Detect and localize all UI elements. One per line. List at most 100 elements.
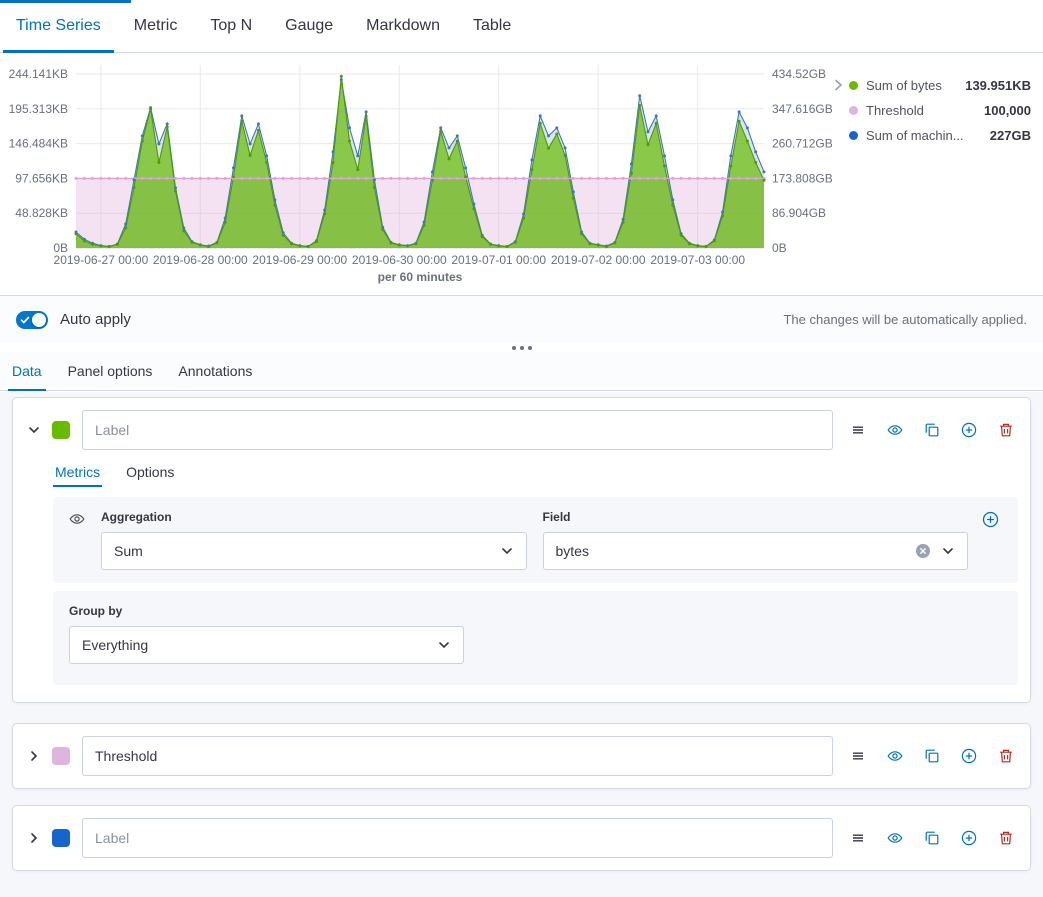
clone-series-button[interactable] xyxy=(923,829,941,847)
series-actions xyxy=(849,747,1015,765)
legend-color-dot xyxy=(849,106,858,115)
metric-fields: Aggregation Field Sum bytes xyxy=(101,510,968,570)
trash-icon xyxy=(1000,831,1012,845)
toggle-series-visibility-button[interactable] xyxy=(886,829,904,847)
chevron-right-icon xyxy=(835,79,843,91)
tab-time-series[interactable]: Time Series xyxy=(3,0,114,53)
delete-series-button[interactable] xyxy=(997,829,1015,847)
eye-icon xyxy=(887,751,903,761)
delete-series-button[interactable] xyxy=(997,421,1015,439)
expand-series-button[interactable] xyxy=(25,747,43,765)
tab-table[interactable]: Table xyxy=(472,17,512,34)
tab-top-n[interactable]: Top N xyxy=(210,17,253,34)
tab-markdown[interactable]: Markdown xyxy=(366,17,440,34)
auto-apply-bar: Auto apply The changes will be automatic… xyxy=(0,295,1043,343)
drag-series-handle[interactable] xyxy=(849,421,867,439)
chevron-down-icon xyxy=(500,544,514,558)
svg-text:434.52GB: 434.52GB xyxy=(772,67,826,81)
delete-series-button[interactable] xyxy=(997,747,1015,765)
series-actions xyxy=(849,829,1015,847)
auto-apply-label: Auto apply xyxy=(60,311,131,328)
series-editor-list: Metrics Options Aggregation Field Sum xyxy=(0,392,1043,897)
svg-text:97.656KB: 97.656KB xyxy=(15,171,68,185)
group-by-select[interactable]: Everything xyxy=(69,626,464,664)
group-by-label: Group by xyxy=(69,604,123,618)
legend-toggle-button[interactable] xyxy=(830,77,846,93)
svg-text:0B: 0B xyxy=(772,241,787,255)
add-metric-button[interactable] xyxy=(978,510,1002,528)
add-series-button[interactable] xyxy=(960,829,978,847)
svg-text:347.616GB: 347.616GB xyxy=(772,102,833,116)
trash-icon xyxy=(1000,749,1012,763)
auto-apply-hint: The changes will be automatically applie… xyxy=(783,312,1027,327)
plus-in-circle-icon xyxy=(961,422,977,438)
tab-panel-options[interactable]: Panel options xyxy=(67,363,153,379)
expand-series-button[interactable] xyxy=(25,829,43,847)
series-label-input[interactable] xyxy=(82,410,833,450)
field-combobox[interactable]: bytes xyxy=(542,532,968,570)
metric-row-panel: Aggregation Field Sum bytes xyxy=(53,497,1018,583)
legend-value: 139.951KB xyxy=(965,78,1031,93)
eye-icon xyxy=(887,833,903,843)
svg-text:per 60 minutes: per 60 minutes xyxy=(378,270,463,284)
svg-text:173.808GB: 173.808GB xyxy=(772,171,833,185)
legend-color-dot xyxy=(849,81,858,90)
svg-text:2019-07-02 00:00: 2019-07-02 00:00 xyxy=(551,253,646,267)
tab-annotations[interactable]: Annotations xyxy=(178,363,253,379)
legend-label: Threshold xyxy=(866,103,924,118)
grab-icon xyxy=(853,752,863,760)
metric-visibility-toggle[interactable] xyxy=(69,510,91,570)
chevron-right-icon xyxy=(31,833,38,843)
aggregation-select[interactable]: Sum xyxy=(101,532,527,570)
svg-text:0B: 0B xyxy=(53,241,68,255)
chevron-down-icon xyxy=(941,544,955,558)
chevron-right-icon xyxy=(31,751,38,761)
add-series-button[interactable] xyxy=(960,421,978,439)
legend-item[interactable]: Threshold 100,000 xyxy=(849,98,1031,123)
clone-series-button[interactable] xyxy=(923,421,941,439)
svg-text:2019-06-27 00:00: 2019-06-27 00:00 xyxy=(54,253,149,267)
trash-icon xyxy=(1000,423,1012,437)
eye-icon xyxy=(69,514,85,524)
series-card xyxy=(12,805,1031,871)
svg-text:146.484KB: 146.484KB xyxy=(9,137,68,151)
field-label: Field xyxy=(542,510,571,524)
plus-in-circle-icon xyxy=(982,511,998,528)
svg-text:2019-06-28 00:00: 2019-06-28 00:00 xyxy=(153,253,248,267)
tab-gauge[interactable]: Gauge xyxy=(285,17,334,34)
drag-series-handle[interactable] xyxy=(849,829,867,847)
clear-field-button[interactable] xyxy=(915,543,931,559)
series-subtabs: Metrics Options xyxy=(53,455,1018,489)
field-value: bytes xyxy=(555,543,589,559)
series-color-swatch[interactable] xyxy=(52,421,70,439)
series-label-input[interactable] xyxy=(82,736,833,776)
panel-resize-handle[interactable] xyxy=(508,342,536,354)
switch-knob xyxy=(32,312,46,327)
legend-item[interactable]: Sum of bytes 139.951KB xyxy=(849,73,1031,98)
svg-text:260.712GB: 260.712GB xyxy=(772,137,833,151)
aggregation-label: Aggregation xyxy=(101,510,172,524)
series-color-swatch[interactable] xyxy=(52,747,70,765)
tab-data[interactable]: Data xyxy=(8,352,46,391)
legend-value: 100,000 xyxy=(984,103,1031,118)
series-color-swatch[interactable] xyxy=(52,829,70,847)
grab-icon xyxy=(853,426,863,434)
collapse-series-button[interactable] xyxy=(25,421,43,439)
legend-item[interactable]: Sum of machin... 227GB xyxy=(849,123,1031,148)
series-label-input[interactable] xyxy=(82,818,833,858)
add-series-button[interactable] xyxy=(960,747,978,765)
timeseries-preview-chart: 0B 48.828KB 97.656KB 146.484KB 195.313KB 244.… xyxy=(0,53,1043,295)
toggle-series-visibility-button[interactable] xyxy=(886,421,904,439)
chart-legend: Sum of bytes 139.951KB Threshold 100,000… xyxy=(849,73,1031,148)
tab-metric[interactable]: Metric xyxy=(133,17,178,34)
tab-options[interactable]: Options xyxy=(126,464,175,480)
clone-series-button[interactable] xyxy=(923,747,941,765)
drag-series-handle[interactable] xyxy=(849,747,867,765)
toggle-series-visibility-button[interactable] xyxy=(886,747,904,765)
series-card-header xyxy=(25,409,1018,451)
series-actions xyxy=(849,421,1015,439)
svg-text:48.828KB: 48.828KB xyxy=(15,206,68,220)
auto-apply-switch[interactable] xyxy=(16,310,48,329)
copy-icon xyxy=(925,423,939,437)
tab-metrics[interactable]: Metrics xyxy=(53,455,103,489)
